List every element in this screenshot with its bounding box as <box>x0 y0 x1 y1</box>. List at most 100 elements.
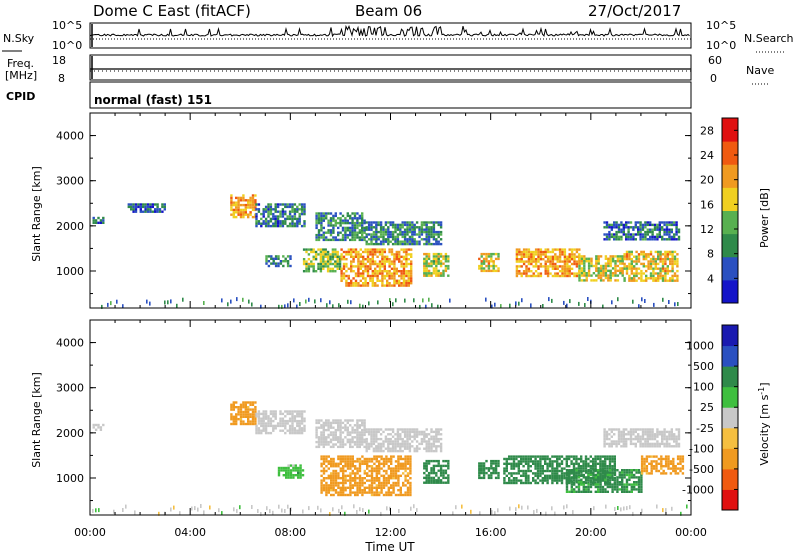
power-data-cell <box>345 282 348 285</box>
power-data-cell <box>362 282 365 285</box>
velocity-data-cell <box>298 424 301 428</box>
velocity-data-cell <box>510 472 513 475</box>
velocity-data-cell <box>401 440 404 443</box>
velocity-data-cell <box>239 406 243 409</box>
power-data-cell <box>442 257 445 261</box>
power-data-cell <box>430 264 433 268</box>
velocity-data-cell <box>387 445 390 448</box>
power-data-cell <box>587 272 591 275</box>
power-data-cell <box>329 221 333 225</box>
velocity-data-cell <box>617 430 621 434</box>
power-data-cell <box>353 214 357 218</box>
velocity-data-cell <box>334 491 338 494</box>
power-data-cell <box>435 238 438 241</box>
power-data-cell <box>615 235 618 239</box>
velocity-data-cell <box>339 426 342 429</box>
power-data-cell <box>664 272 667 275</box>
velocity-data-cell <box>339 445 342 449</box>
power-data-cell <box>371 248 374 251</box>
velocity-data-cell <box>656 442 659 446</box>
power-data-cell <box>262 208 265 211</box>
velocity-data-cell <box>397 469 400 473</box>
velocity-data-cell <box>427 479 431 482</box>
power-data-cell <box>525 255 528 258</box>
power-data-cell <box>92 219 95 222</box>
velocity-data-cell <box>262 410 265 413</box>
power-data-cell <box>423 269 426 273</box>
velocity-data-cell <box>618 476 621 479</box>
power-colorbar-swatch <box>722 279 738 304</box>
power-data-cell <box>326 262 330 266</box>
velocity-data-cell <box>527 479 530 482</box>
velocity-data-cell <box>251 413 255 416</box>
power-data-cell <box>603 238 606 241</box>
power-data-cell <box>332 214 335 218</box>
velocity-data-cell <box>651 435 654 438</box>
power-data-cell <box>657 267 660 270</box>
power-data-cell <box>274 257 278 260</box>
power-data-cell <box>349 238 352 242</box>
power-data-cell <box>649 230 652 234</box>
velocity-data-cell <box>269 410 273 413</box>
velocity-data-cell <box>551 469 554 473</box>
power-data-cell <box>611 255 615 258</box>
velocity-data-cell <box>587 465 590 468</box>
power-data-cell <box>353 233 357 237</box>
power-data-cell <box>583 269 586 272</box>
power-data-cell <box>334 236 337 239</box>
power-data-cell <box>439 226 443 229</box>
velocity-data-cell <box>420 430 424 434</box>
velocity-data-cell <box>272 424 275 428</box>
velocity-data-cell <box>356 443 359 446</box>
power-data-cell <box>329 233 333 237</box>
power-data-cell <box>322 248 325 251</box>
power-data-cell <box>400 260 403 263</box>
power-data-cell <box>410 274 413 278</box>
power-data-cell <box>349 233 352 237</box>
power-data-cell <box>625 238 628 241</box>
velocity-data-cell <box>556 477 559 480</box>
power-data-cell <box>350 265 353 268</box>
velocity-data-cell <box>650 460 653 463</box>
velocity-data-cell <box>592 476 595 479</box>
velocity-data-cell <box>285 471 288 474</box>
power-data-cell <box>369 279 372 282</box>
power-data-cell <box>410 262 413 266</box>
power-data-cell <box>347 274 350 278</box>
velocity-data-cell <box>399 467 402 470</box>
velocity-ground-cell <box>170 507 172 512</box>
power-data-cell <box>633 272 636 275</box>
power-data-cell <box>395 258 398 261</box>
power-data-cell <box>274 208 277 211</box>
velocity-ground-cell <box>416 508 418 513</box>
velocity-data-cell <box>573 471 576 474</box>
velocity-data-cell <box>292 476 295 479</box>
power-data-cell <box>530 274 533 278</box>
power-data-cell <box>371 284 374 287</box>
velocity-data-cell <box>382 474 386 477</box>
velocity-data-cell <box>232 418 235 421</box>
velocity-data-cell <box>480 462 483 465</box>
power-ground-cell <box>437 304 439 309</box>
velocity-data-cell <box>351 457 354 461</box>
velocity-data-cell <box>346 467 350 470</box>
velocity-data-cell <box>672 457 675 461</box>
power-data-cell <box>430 260 433 263</box>
power-data-cell <box>269 224 273 228</box>
velocity-data-cell <box>404 460 407 463</box>
power-data-cell <box>551 260 555 263</box>
power-data-cell <box>156 203 159 206</box>
velocity-data-cell <box>293 410 297 413</box>
velocity-data-cell <box>587 457 590 461</box>
velocity-data-cell <box>406 486 410 489</box>
velocity-data-cell <box>327 489 330 492</box>
velocity-data-cell <box>668 437 671 441</box>
velocity-data-cell <box>515 481 518 485</box>
power-data-cell <box>403 240 407 243</box>
power-data-cell <box>665 221 669 224</box>
velocity-data-cell <box>284 410 287 413</box>
power-data-cell <box>608 226 611 229</box>
velocity-data-cell <box>382 440 385 443</box>
power-data-cell <box>599 276 603 280</box>
power-data-cell <box>260 212 263 216</box>
